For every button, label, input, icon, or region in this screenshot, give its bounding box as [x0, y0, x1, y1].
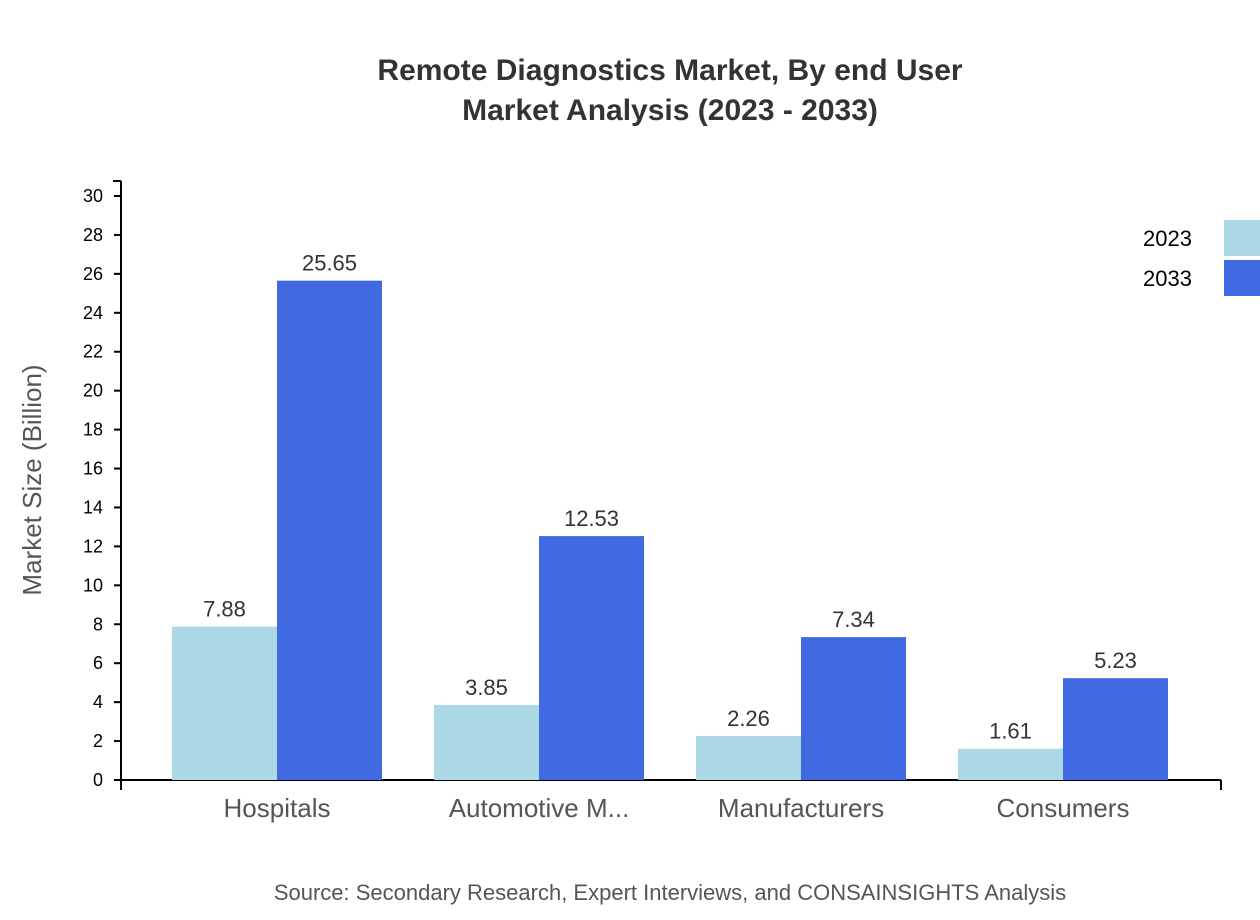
y-tick-label: 28 [83, 225, 103, 245]
y-tick-label: 10 [83, 575, 103, 595]
x-tick-label: Manufacturers [718, 793, 884, 823]
data-label: 7.88 [203, 597, 246, 622]
y-tick-label: 6 [93, 653, 103, 673]
y-tick-label: 18 [83, 420, 103, 440]
chart-title: Remote Diagnostics Market, By end User [377, 54, 963, 87]
legend-swatch [1224, 220, 1260, 256]
legend-label: 2033 [1143, 266, 1192, 291]
chart-subtitle: Market Analysis (2023 - 2033) [462, 94, 878, 127]
y-tick-label: 16 [83, 459, 103, 479]
y-tick-label: 12 [83, 536, 103, 556]
data-label: 2.26 [727, 706, 770, 731]
data-label: 5.23 [1094, 648, 1137, 673]
source-note: Source: Secondary Research, Expert Inter… [274, 880, 1066, 905]
bar-2023 [172, 626, 277, 780]
data-label: 12.53 [564, 506, 619, 531]
data-label: 25.65 [302, 251, 357, 276]
bar-2033 [277, 280, 382, 780]
y-tick-label: 0 [93, 770, 103, 790]
x-tick-label: Automotive M... [449, 793, 630, 823]
y-tick-label: 22 [83, 342, 103, 362]
y-tick-label: 2 [93, 731, 103, 751]
legend-label: 2023 [1143, 226, 1192, 251]
x-tick-label: Hospitals [224, 793, 331, 823]
y-tick-label: 30 [83, 186, 103, 206]
legend-swatch [1224, 260, 1260, 296]
bar-2033 [539, 536, 644, 780]
y-tick-label: 14 [83, 497, 103, 517]
y-tick-label: 24 [83, 303, 103, 323]
y-axis-label: Market Size (Billion) [17, 364, 47, 595]
bar-2023 [434, 705, 539, 780]
data-label: 7.34 [832, 607, 875, 632]
data-label: 1.61 [989, 719, 1032, 744]
y-tick-label: 20 [83, 381, 103, 401]
data-label: 3.85 [465, 675, 508, 700]
bar-2033 [801, 637, 906, 780]
x-tick-label: Consumers [997, 793, 1130, 823]
bar-2023 [958, 748, 1063, 780]
bar-2023 [696, 736, 801, 780]
bar-2033 [1063, 678, 1168, 780]
y-tick-label: 8 [93, 614, 103, 634]
y-tick-label: 26 [83, 264, 103, 284]
y-tick-label: 4 [93, 692, 103, 712]
